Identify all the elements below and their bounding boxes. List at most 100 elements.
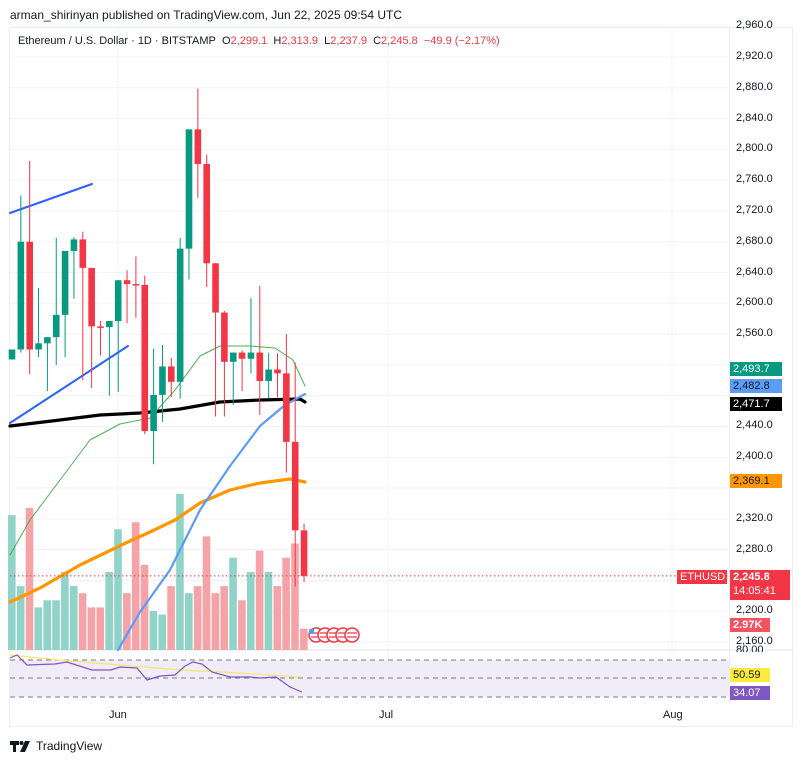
publisher-line: arman_shirinyan published on TradingView… <box>10 8 403 22</box>
price-tick: 2,720.0 <box>736 203 773 216</box>
candle-body <box>247 352 255 359</box>
volume-label: 2.97K <box>730 618 770 632</box>
candle-body <box>114 280 122 322</box>
low-label: L <box>324 35 331 47</box>
volume-bar <box>273 586 282 650</box>
time-tick-jun: Jun <box>109 709 127 721</box>
volume-bar <box>202 536 211 650</box>
volume-bar <box>176 493 184 650</box>
candle-body <box>35 343 42 350</box>
candle-body <box>44 337 51 344</box>
candle-body <box>150 394 157 432</box>
trendline-lower <box>9 345 129 424</box>
ma-green-line <box>9 345 306 556</box>
time-tick-jul: Jul <box>379 709 394 721</box>
volume-bar <box>69 586 78 650</box>
high-label: H <box>273 35 282 47</box>
volume-bar <box>158 614 167 650</box>
price-tick: 2,560.0 <box>736 327 773 340</box>
candle-body <box>194 129 202 164</box>
last-price-label: 2,245.8 14:05:41 <box>730 570 790 600</box>
ma-orange-price-label: 2,369.1 <box>730 474 782 488</box>
volume-bar <box>300 628 308 650</box>
candle-body <box>52 314 60 338</box>
volume-bar <box>185 593 193 650</box>
price-tick: 2,400.0 <box>736 450 773 463</box>
chart-frame[interactable] <box>9 27 793 727</box>
volume-bar <box>25 508 34 650</box>
candle-body <box>229 352 237 362</box>
candle-body <box>283 373 290 442</box>
volume-bar <box>105 571 113 650</box>
candle-body <box>61 250 69 315</box>
ma-black-line <box>8 397 307 428</box>
volume-bar <box>34 607 43 650</box>
volume-bar <box>246 571 255 650</box>
rsi-ma-line <box>9 654 301 678</box>
close-label: C <box>373 35 382 47</box>
price-tick: 2,280.0 <box>736 542 773 555</box>
candle-body <box>265 369 272 382</box>
price-tick: 2,320.0 <box>736 511 773 524</box>
candle-body <box>88 267 95 327</box>
us-flag-canton <box>309 629 314 634</box>
candle-body <box>291 441 299 531</box>
brand-label: TradingView <box>36 739 103 753</box>
candle-body <box>203 163 210 264</box>
bar-countdown: 14:05:41 <box>733 585 776 597</box>
candle-body <box>141 284 149 432</box>
candle-body <box>8 349 16 360</box>
volume-bar <box>43 600 51 650</box>
volume-bar <box>291 543 299 650</box>
trendline-upper <box>9 183 93 214</box>
candle-body <box>97 326 104 328</box>
volume-bar <box>114 529 122 650</box>
rsi-value-label: 34.07 <box>730 686 770 700</box>
price-tick: 2,800.0 <box>736 142 773 155</box>
volume-bar <box>78 593 87 650</box>
candle-body <box>221 312 228 362</box>
price-axis-divider <box>729 27 730 703</box>
candle-body <box>256 352 264 382</box>
us-flag-event-icon <box>344 627 360 643</box>
price-tick: 2,840.0 <box>736 111 773 124</box>
open-label: O <box>221 35 231 47</box>
volume-bar <box>193 586 202 650</box>
volume-bar <box>52 600 60 650</box>
volume-bar <box>149 610 158 650</box>
volume-bar <box>238 600 246 650</box>
ma-black-price-label: 2,471.7 <box>730 397 782 411</box>
candle-body <box>132 284 140 286</box>
candle-body <box>176 248 184 382</box>
close-value: 2,245.8 <box>381 35 418 47</box>
price-tick: 2,640.0 <box>736 265 773 278</box>
tradingview-brand[interactable]: TradingView <box>10 739 102 753</box>
tradingview-logo-icon <box>10 740 30 752</box>
rsi-band <box>10 660 729 697</box>
candle-body <box>274 369 281 374</box>
volume-bar <box>16 586 25 650</box>
us-flag-stripes <box>347 632 357 638</box>
volume-bar <box>123 593 131 650</box>
price-tick: 2,880.0 <box>736 80 773 93</box>
candle-body <box>185 129 193 249</box>
candle-body <box>300 530 308 576</box>
volume-bar <box>96 607 105 650</box>
ma-green-price-label: 2,493.7 <box>730 362 782 376</box>
candle-body <box>106 321 113 328</box>
price-tick: 2,760.0 <box>736 173 773 186</box>
volume-bar <box>61 571 69 650</box>
candle-body <box>17 241 25 350</box>
price-tick: 2,440.0 <box>736 419 773 432</box>
rsi-line <box>9 654 303 693</box>
price-tick: 2,600.0 <box>736 296 773 309</box>
price-tick: 2,160.0 <box>736 634 773 647</box>
candle-body <box>26 241 33 350</box>
volume-bar <box>167 586 175 650</box>
last-price-value: 2,245.8 <box>733 571 770 583</box>
volume-bar <box>8 515 16 650</box>
ma-orange-line <box>8 477 307 604</box>
price-tick: 2,920.0 <box>736 50 773 62</box>
candle-body <box>159 366 166 395</box>
